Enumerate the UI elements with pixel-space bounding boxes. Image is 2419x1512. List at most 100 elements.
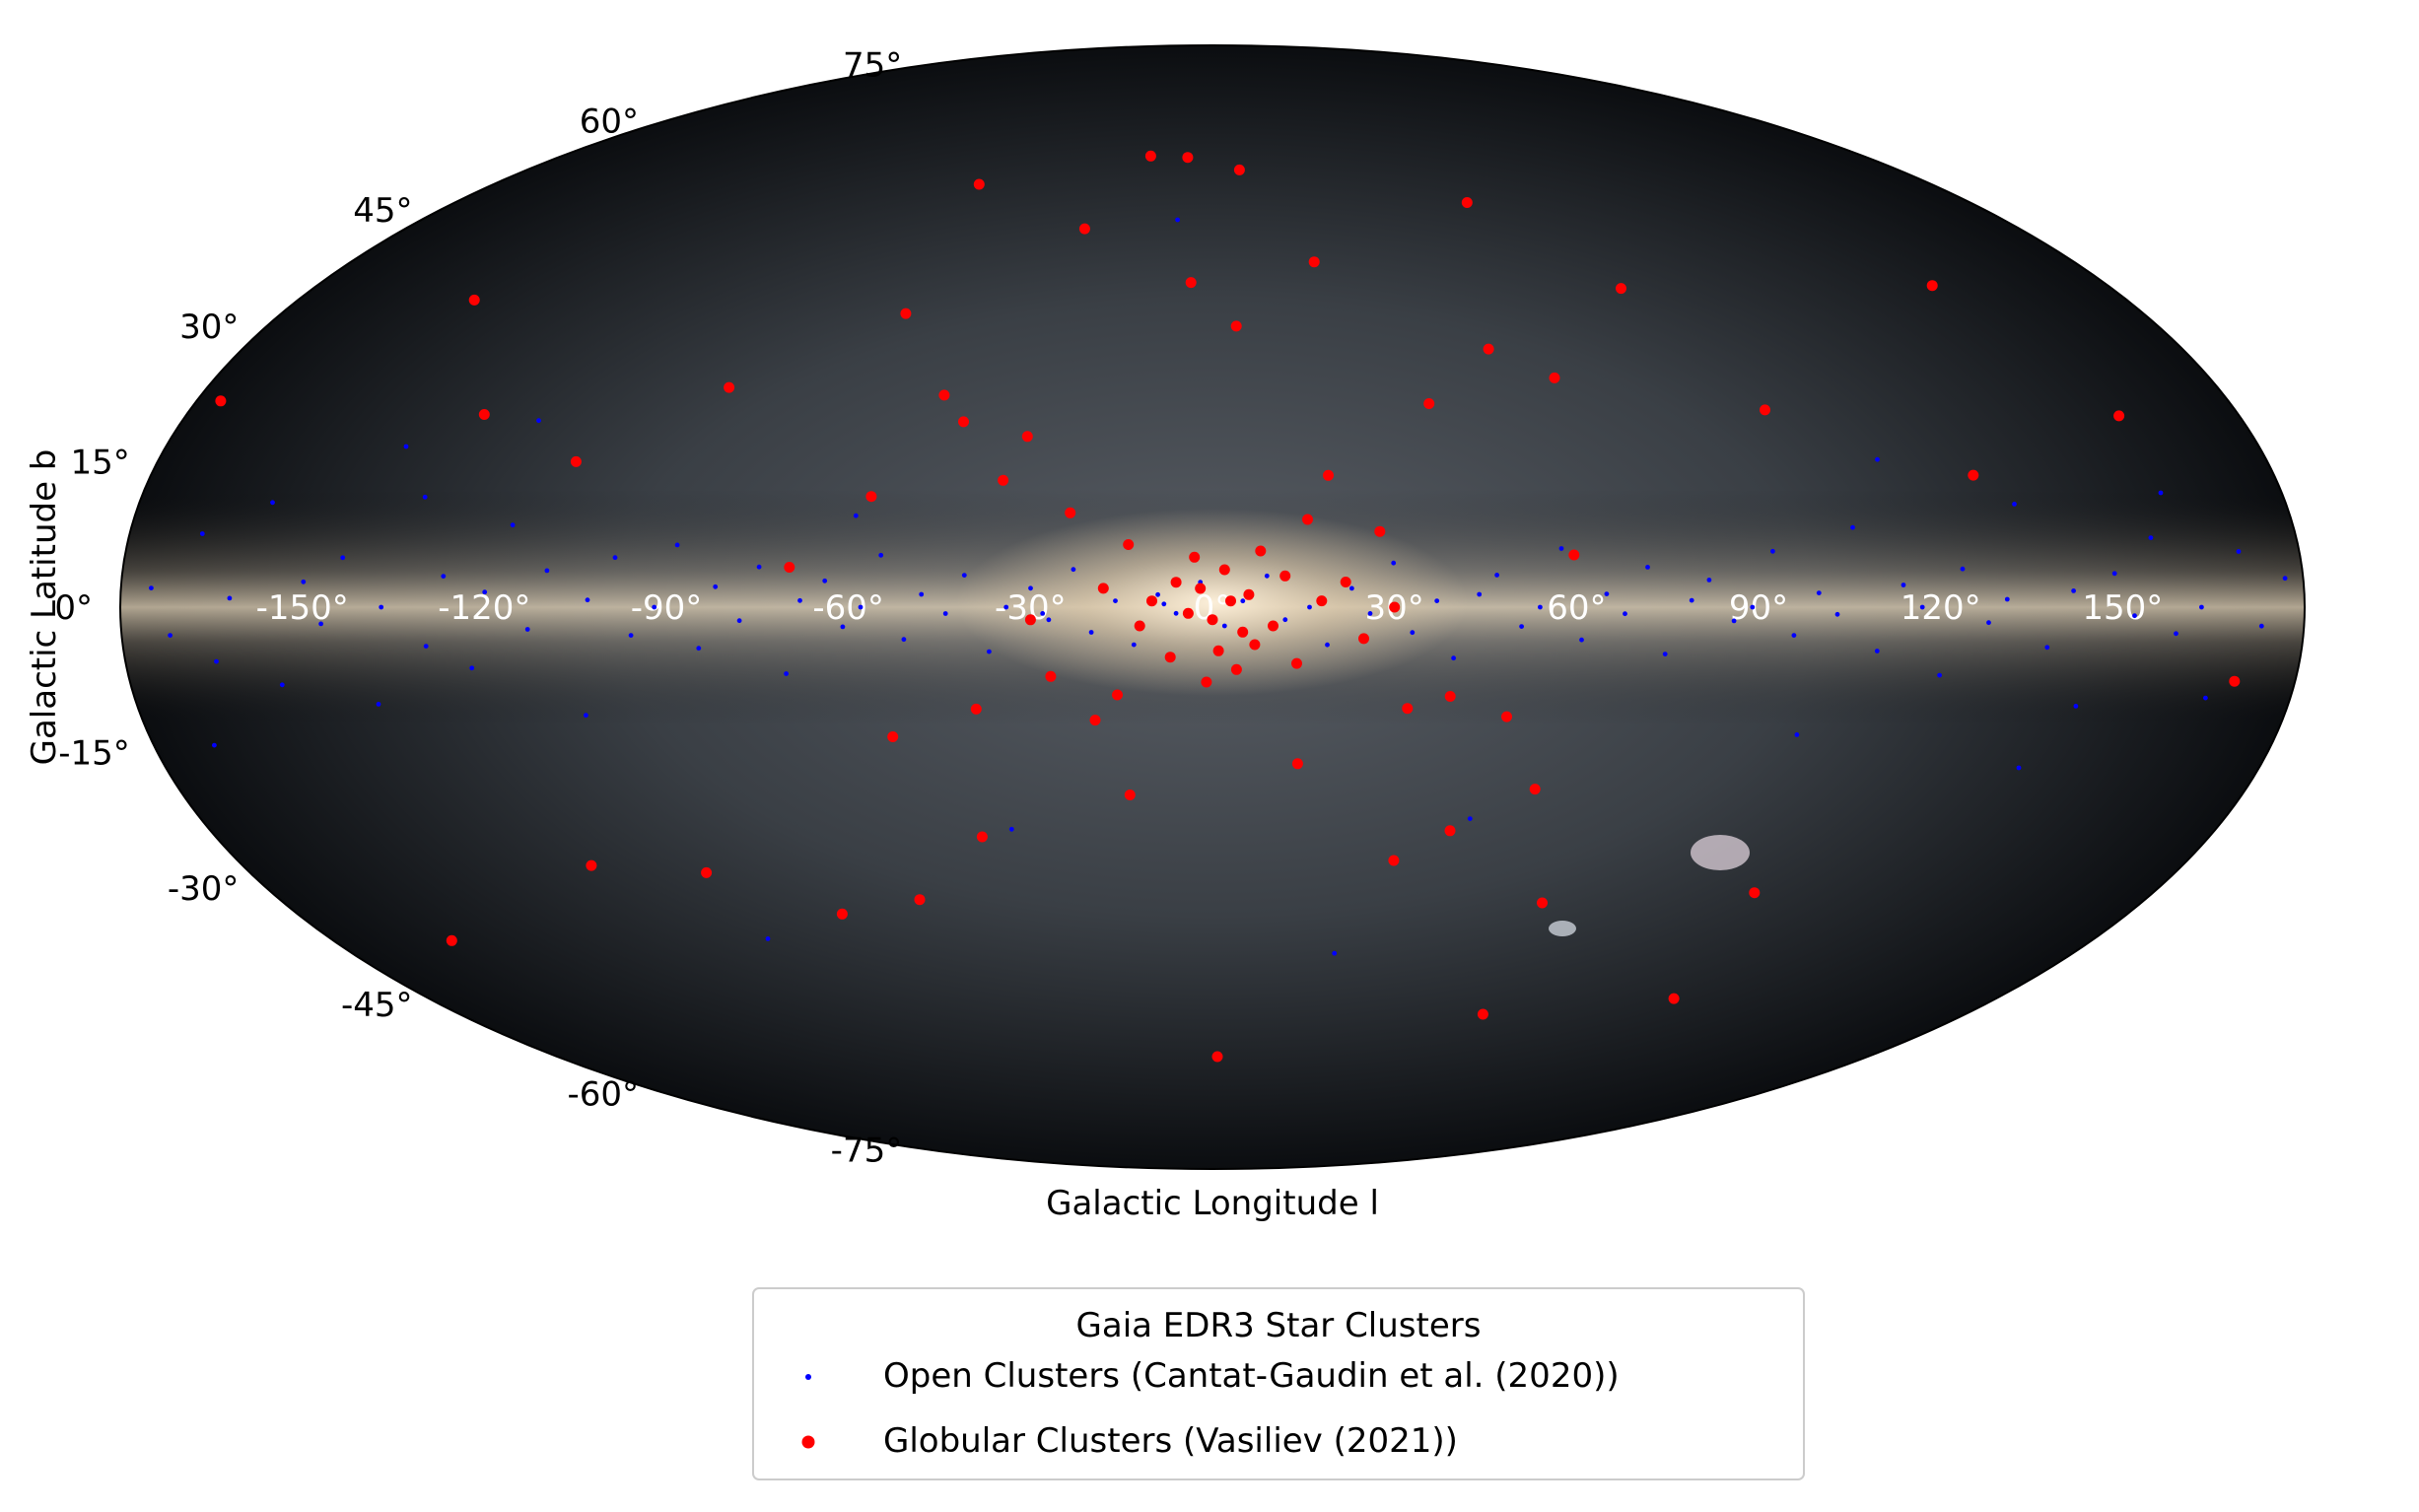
globular-cluster-point: [970, 703, 982, 715]
open-cluster-point: [279, 682, 285, 688]
y-tick-label: 15°: [70, 443, 129, 482]
open-cluster-point: [149, 585, 154, 590]
y-tick-label: 30°: [179, 308, 239, 347]
globular-cluster-point: [1045, 670, 1057, 682]
open-cluster-point: [1874, 649, 1880, 653]
globular-cluster-point: [1483, 343, 1494, 355]
y-tick-label: 0°: [54, 588, 93, 628]
globular-cluster-point: [1230, 663, 1242, 675]
open-cluster-point: [1750, 604, 1756, 610]
globular-cluster-point: [1291, 758, 1303, 770]
globular-cluster-point: [1189, 551, 1201, 563]
open-cluster-point: [765, 936, 771, 941]
legend: Gaia EDR3 Star Clusters Open Clusters (Ca…: [752, 1287, 1805, 1480]
open-cluster-point: [1623, 611, 1627, 617]
open-cluster-point: [1689, 597, 1694, 603]
globular-cluster-point: [1024, 614, 1036, 626]
map-outline: [119, 44, 2306, 1170]
open-cluster-point: [878, 552, 884, 558]
globular-cluster-point: [1444, 825, 1456, 837]
globular-cluster-point: [887, 731, 899, 742]
open-cluster-point: [1986, 620, 1991, 626]
open-cluster-point: [1604, 591, 1610, 596]
open-cluster-point: [441, 574, 447, 579]
open-cluster-point: [1706, 578, 1712, 583]
open-cluster-point: [2132, 613, 2137, 619]
globular-cluster-point: [215, 395, 227, 407]
open-cluster-point: [318, 621, 323, 627]
open-cluster-point: [1434, 598, 1440, 603]
open-cluster-point: [1028, 585, 1033, 591]
open-cluster-point: [1008, 826, 1014, 832]
globular-cluster-point: [1316, 595, 1328, 607]
open-cluster-point: [1919, 604, 1925, 610]
open-cluster-point: [2012, 502, 2017, 507]
globular-cluster-point: [724, 381, 735, 393]
open-cluster-point: [1467, 816, 1473, 821]
open-cluster-point: [1960, 566, 1966, 572]
globular-cluster-point: [586, 859, 597, 871]
open-cluster-point: [1538, 604, 1543, 610]
globular-cluster-point: [1144, 150, 1156, 162]
x-axis-label: Galactic Longitude l: [1046, 1184, 1379, 1223]
open-cluster-point: [510, 522, 516, 528]
open-cluster-point: [2282, 576, 2288, 582]
globular-cluster-point: [1124, 790, 1136, 800]
open-cluster-point: [853, 513, 859, 518]
open-cluster-point: [2004, 596, 2010, 602]
globular-cluster-point: [1389, 601, 1401, 613]
globular-cluster-point: [1444, 691, 1456, 702]
open-cluster-point: [1794, 732, 1800, 737]
globular-cluster-point: [1182, 607, 1194, 619]
globular-cluster-point: [570, 455, 582, 467]
open-cluster-point: [961, 573, 967, 578]
globular-cluster-point: [1134, 620, 1145, 632]
open-cluster-point: [340, 555, 346, 561]
open-cluster-point: [376, 702, 381, 707]
open-cluster-point: [1662, 652, 1668, 656]
x-tick-label: -60°: [812, 588, 884, 628]
open-cluster-point: [1161, 601, 1167, 607]
y-tick-label: -75°: [831, 1132, 903, 1171]
x-tick-label: 150°: [2082, 588, 2163, 628]
open-cluster-point: [168, 633, 173, 638]
globular-cluster-point: [1388, 855, 1400, 866]
globular-cluster-point: [1182, 152, 1194, 164]
globular-cluster-point: [1207, 614, 1218, 626]
x-tick-label: -120°: [438, 588, 530, 628]
globular-cluster-point: [1089, 715, 1101, 726]
globular-cluster-point: [1201, 676, 1212, 688]
open-cluster-point: [858, 604, 864, 610]
globular-cluster-point: [865, 491, 877, 503]
open-cluster-point: [1003, 604, 1009, 610]
open-cluster-point: [1088, 630, 1094, 635]
open-cluster-point: [756, 564, 762, 570]
globular-cluster-point: [1164, 652, 1176, 663]
globular-cluster-point: [1616, 283, 1626, 295]
globular-cluster-point: [1237, 626, 1249, 638]
open-cluster-point: [2203, 695, 2208, 701]
globular-cluster-point: [1358, 633, 1369, 645]
open-cluster-point: [628, 633, 634, 638]
globular-cluster-point: [973, 178, 985, 190]
y-tick-label: -60°: [567, 1075, 639, 1115]
globular-cluster-point: [1123, 539, 1135, 550]
open-cluster-point: [1451, 655, 1456, 661]
open-cluster-point: [736, 618, 742, 624]
globular-cluster-point: [1021, 431, 1033, 443]
open-cluster-point: [713, 584, 719, 589]
open-cluster-point: [1834, 611, 1840, 617]
open-cluster-point: [797, 597, 802, 603]
globular-cluster-point: [1568, 549, 1580, 561]
globular-cluster-point: [1225, 595, 1236, 607]
open-cluster-point: [1494, 573, 1499, 578]
globular-cluster-point: [468, 294, 480, 306]
globular-cluster-point: [1097, 583, 1109, 594]
open-cluster-point: [696, 646, 702, 652]
globular-cluster-point: [1340, 577, 1351, 587]
globular-cluster-point: [1170, 577, 1182, 588]
open-cluster-point: [1519, 624, 1524, 629]
open-cluster-point: [1410, 630, 1416, 636]
x-tick-label: 60°: [1547, 588, 1606, 628]
globular-cluster-point: [1185, 277, 1197, 289]
